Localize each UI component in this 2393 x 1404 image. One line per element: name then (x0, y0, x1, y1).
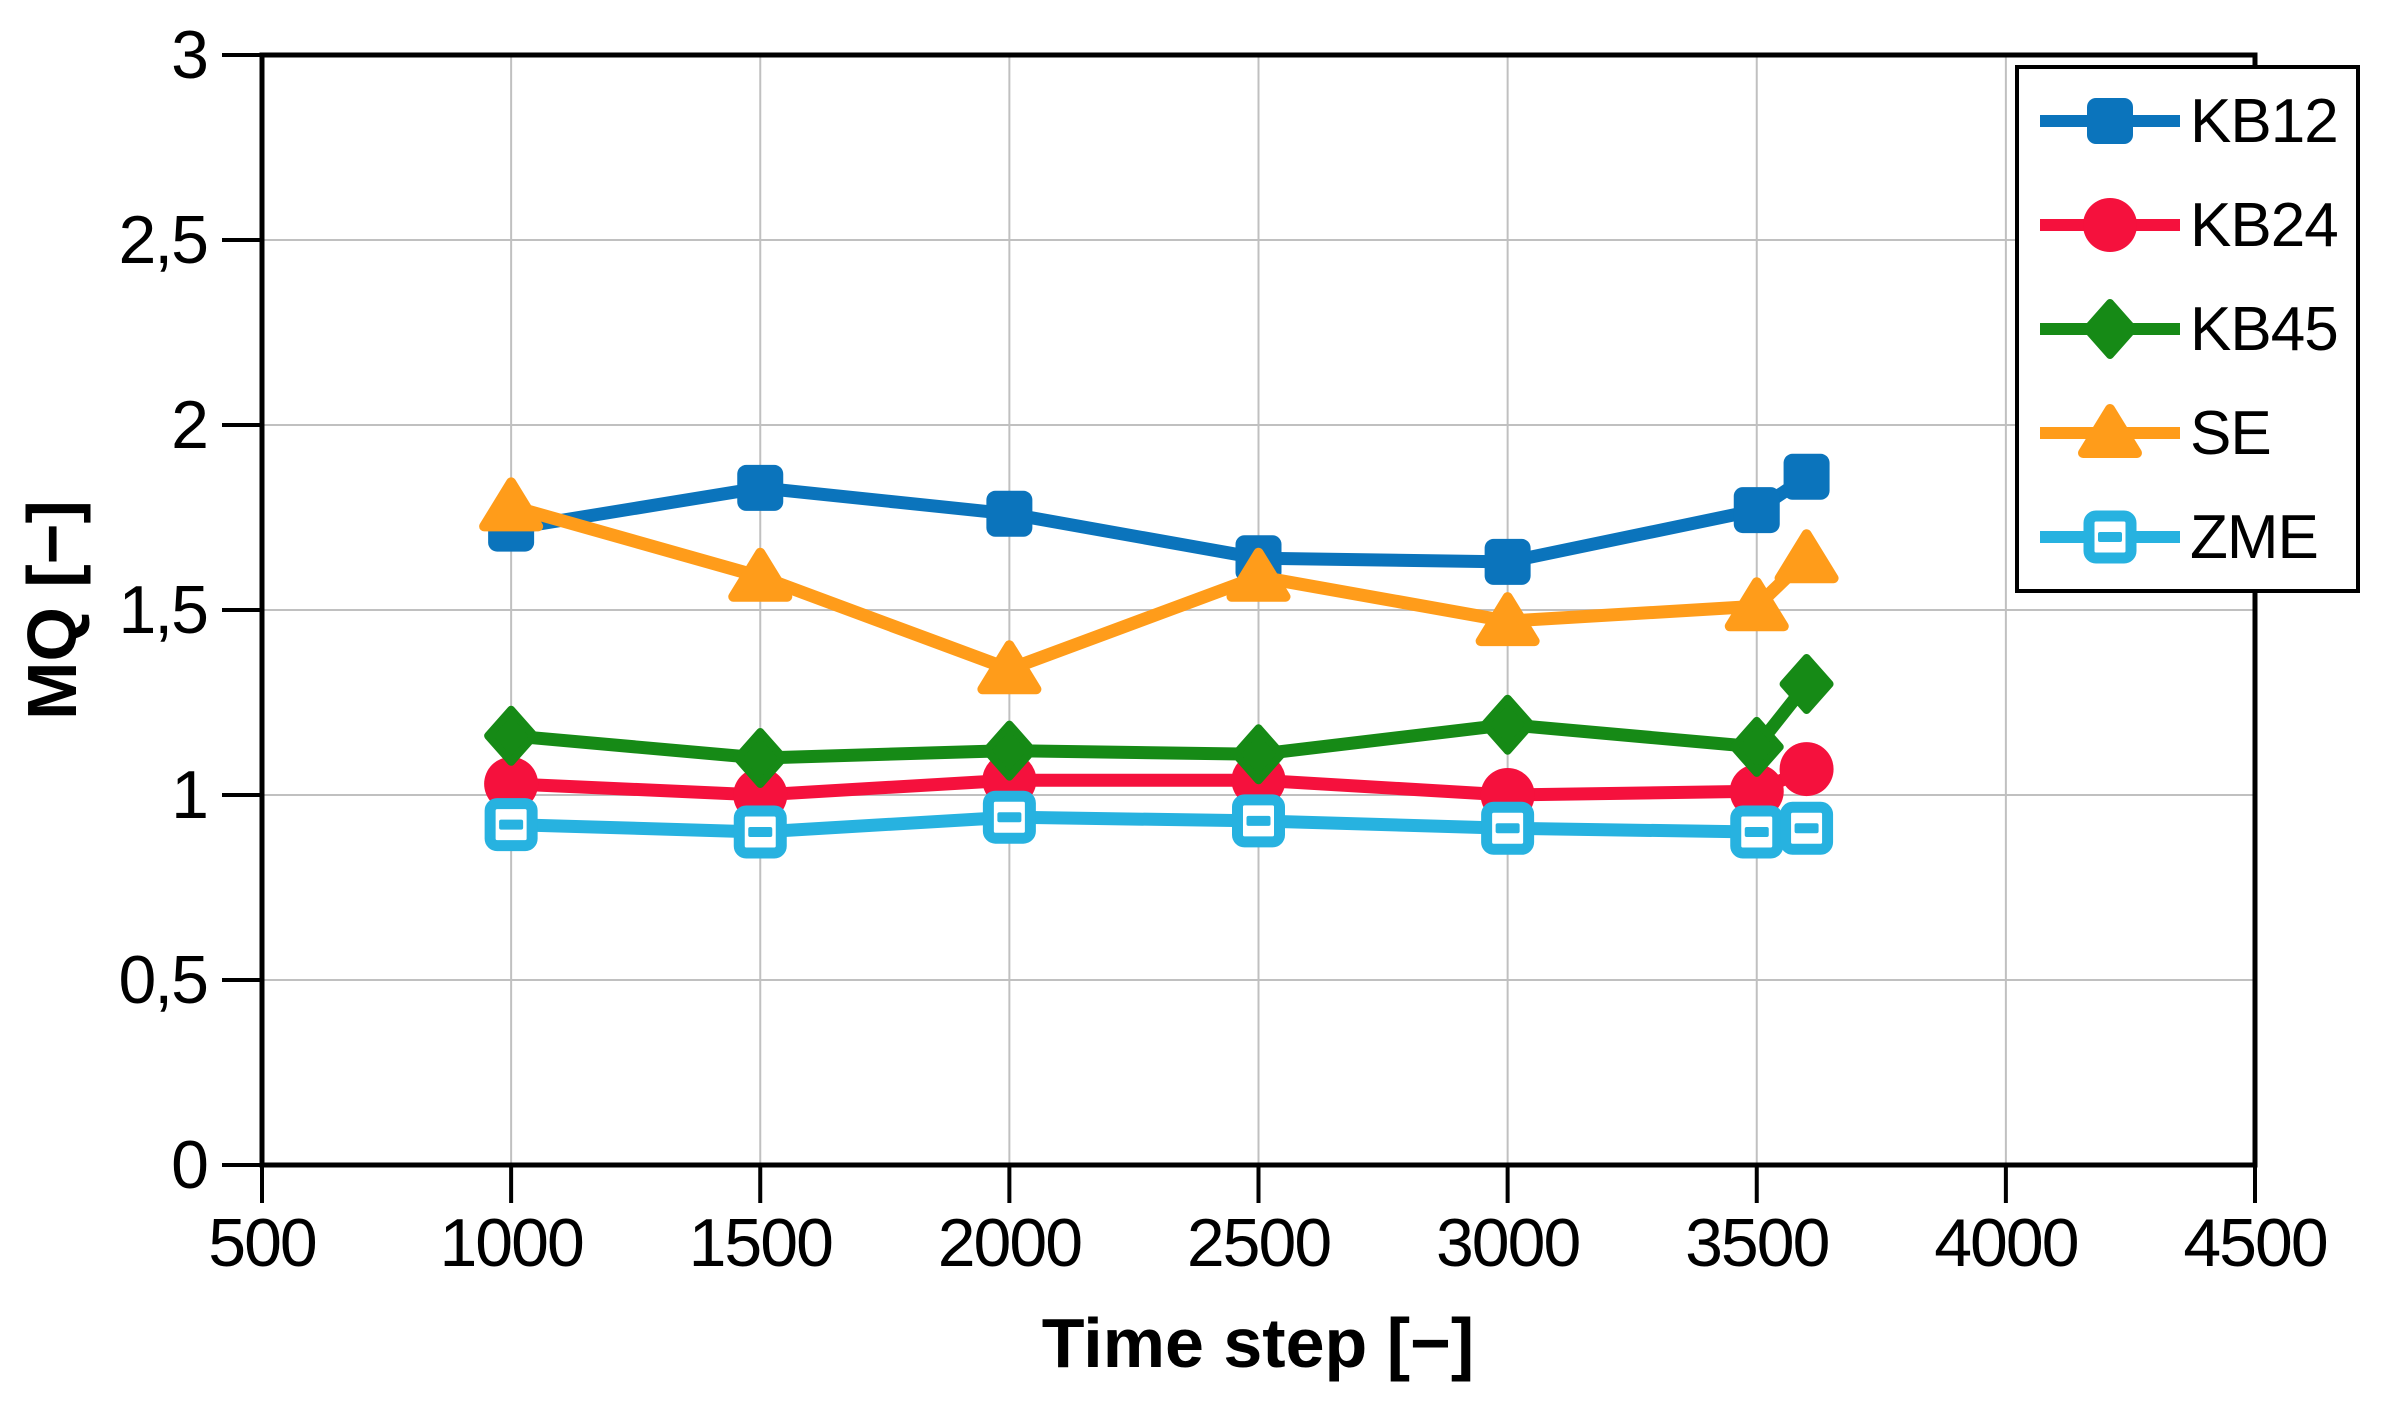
series-line-SE (504, 499, 1814, 676)
square-marker (1783, 453, 1830, 500)
series-KB45 (484, 654, 1834, 788)
triangle-marker (1724, 577, 1789, 632)
legend-swatch-open-square-icon (2040, 510, 2180, 564)
legend-label: SE (2190, 398, 2272, 468)
legend-item-SE: SE (2019, 387, 2356, 479)
triangle-marker (479, 477, 544, 532)
open-square-marker-dash (499, 819, 524, 830)
series-line-ZME (504, 810, 1814, 839)
open-square-marker-dash (1495, 823, 1520, 834)
x-tick-label: 500 (208, 1205, 317, 1281)
legend-swatch-square-icon (2040, 98, 2180, 144)
open-square-marker-dash (748, 827, 773, 837)
triangle-marker (977, 640, 1042, 695)
legend-item-KB12: KB12 (2019, 75, 2356, 167)
square-marker (1484, 538, 1531, 585)
diamond-marker (982, 720, 1037, 781)
y-tick-label: 1,5 (118, 572, 209, 648)
x-tick-label: 3000 (1435, 1205, 1581, 1281)
triangle-marker (1774, 529, 1839, 584)
y-tick-label: 0,5 (118, 942, 209, 1018)
diamond-marker (1480, 694, 1535, 755)
diamond-marker (1231, 724, 1286, 785)
y-axis-title: MQ [−] (13, 500, 91, 720)
circle-marker (1779, 742, 1834, 797)
series-ZME (484, 790, 1834, 859)
open-square-marker-dash (997, 812, 1022, 823)
x-tick-label: 4500 (2183, 1205, 2328, 1281)
legend-label: KB24 (2190, 190, 2339, 260)
triangle-marker (728, 547, 793, 602)
circle-marker (484, 756, 539, 811)
circle-marker (2083, 198, 2137, 252)
x-tick-label: 1500 (688, 1205, 834, 1281)
diamond-marker (1729, 716, 1784, 777)
x-tick-label: 1000 (439, 1205, 584, 1281)
y-tick-label: 2 (171, 387, 209, 463)
diamond-marker (1779, 654, 1834, 714)
open-square-marker-dash (1794, 823, 1819, 834)
plot-frame (259, 52, 2258, 1168)
square-marker (1733, 487, 1780, 534)
diamond-marker (2083, 299, 2137, 359)
series-KB12 (488, 453, 1830, 585)
y-tick-label: 0 (171, 1127, 209, 1203)
legend-label: ZME (2190, 502, 2319, 572)
y-tick-label: 3 (171, 17, 209, 93)
legend-item-ZME: ZME (2019, 491, 2356, 583)
triangle-marker (2078, 404, 2142, 458)
square-marker (986, 490, 1033, 537)
x-tick-label: 2000 (937, 1205, 1083, 1281)
diamond-marker (733, 728, 788, 788)
open-square-marker-dash (1744, 827, 1769, 837)
open-square-marker-dash (2098, 532, 2122, 542)
legend-item-KB45: KB45 (2019, 283, 2356, 375)
y-tick-label: 2,5 (118, 202, 209, 278)
triangle-marker (1226, 547, 1291, 602)
series-line-KB12 (504, 470, 1814, 569)
square-marker (2087, 98, 2133, 144)
square-marker (737, 464, 784, 511)
x-axis-title: Time step [−] (1041, 1304, 1475, 1382)
open-square-marker-dash (1246, 815, 1271, 826)
legend-swatch-circle-icon (2040, 198, 2180, 252)
triangle-marker (1475, 592, 1540, 647)
circle-marker (1729, 764, 1784, 819)
series-line-KB45 (504, 677, 1814, 765)
x-tick-label: 3500 (1685, 1205, 1830, 1281)
x-tick-label: 4000 (1934, 1205, 2079, 1281)
series-line-KB24 (504, 762, 1814, 802)
y-tick-label: 1 (171, 757, 209, 833)
legend-item-KB24: KB24 (2019, 179, 2356, 271)
legend-swatch-triangle-icon (2040, 404, 2180, 458)
x-tick-label: 2500 (1186, 1205, 1332, 1281)
legend-swatch-diamond-icon (2040, 299, 2180, 359)
legend-label: KB12 (2190, 86, 2339, 156)
series-SE (479, 477, 1839, 695)
diamond-marker (484, 705, 539, 766)
legend: KB12 KB24 KB45 SE ZME (2015, 65, 2360, 593)
legend-label: KB45 (2190, 294, 2339, 364)
